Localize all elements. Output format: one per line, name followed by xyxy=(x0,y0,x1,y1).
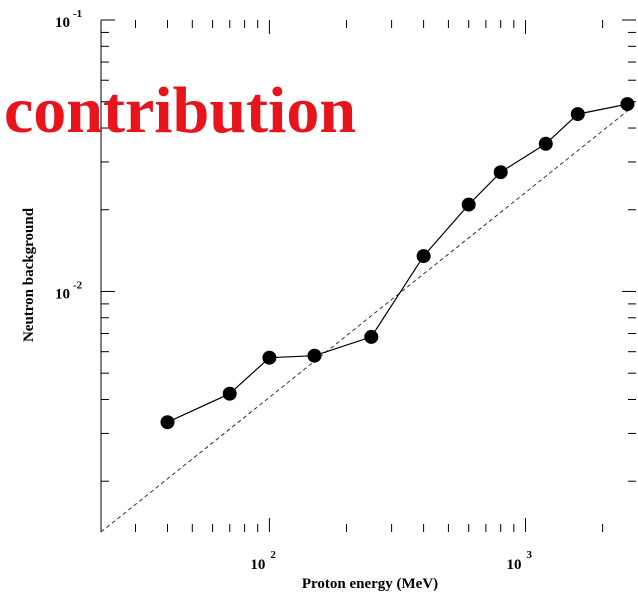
data-point xyxy=(493,165,508,180)
y-tick-label: 10 xyxy=(55,286,70,302)
data-point xyxy=(620,97,635,112)
data-point xyxy=(570,107,585,122)
solid-line xyxy=(167,103,628,423)
data-point xyxy=(222,386,237,401)
x-tick-label-exponent: 3 xyxy=(527,549,533,561)
data-markers xyxy=(160,97,635,430)
axis-ticks xyxy=(101,19,636,532)
data-point xyxy=(307,348,322,363)
x-tick-label-exponent: 2 xyxy=(270,549,276,561)
data-point xyxy=(262,350,277,365)
series-dashed-fit xyxy=(100,103,637,533)
data-point xyxy=(538,136,553,151)
data-point xyxy=(461,197,476,212)
dashed-line xyxy=(100,103,637,533)
data-point xyxy=(416,249,431,264)
overlay-title: contribution xyxy=(4,74,357,147)
y-axis-label: Neutron background xyxy=(21,207,37,342)
data-point xyxy=(364,329,379,344)
x-tick-label: 10 xyxy=(507,557,522,573)
x-axis-label: Proton energy (MeV) xyxy=(302,576,438,592)
series-solid-line xyxy=(167,103,628,423)
x-tick-label: 10 xyxy=(250,557,265,573)
y-tick-label: 10 xyxy=(55,15,70,31)
y-tick-label-exponent: -2 xyxy=(73,279,83,291)
y-tick-label-exponent: -1 xyxy=(73,8,82,20)
data-point xyxy=(160,415,175,430)
